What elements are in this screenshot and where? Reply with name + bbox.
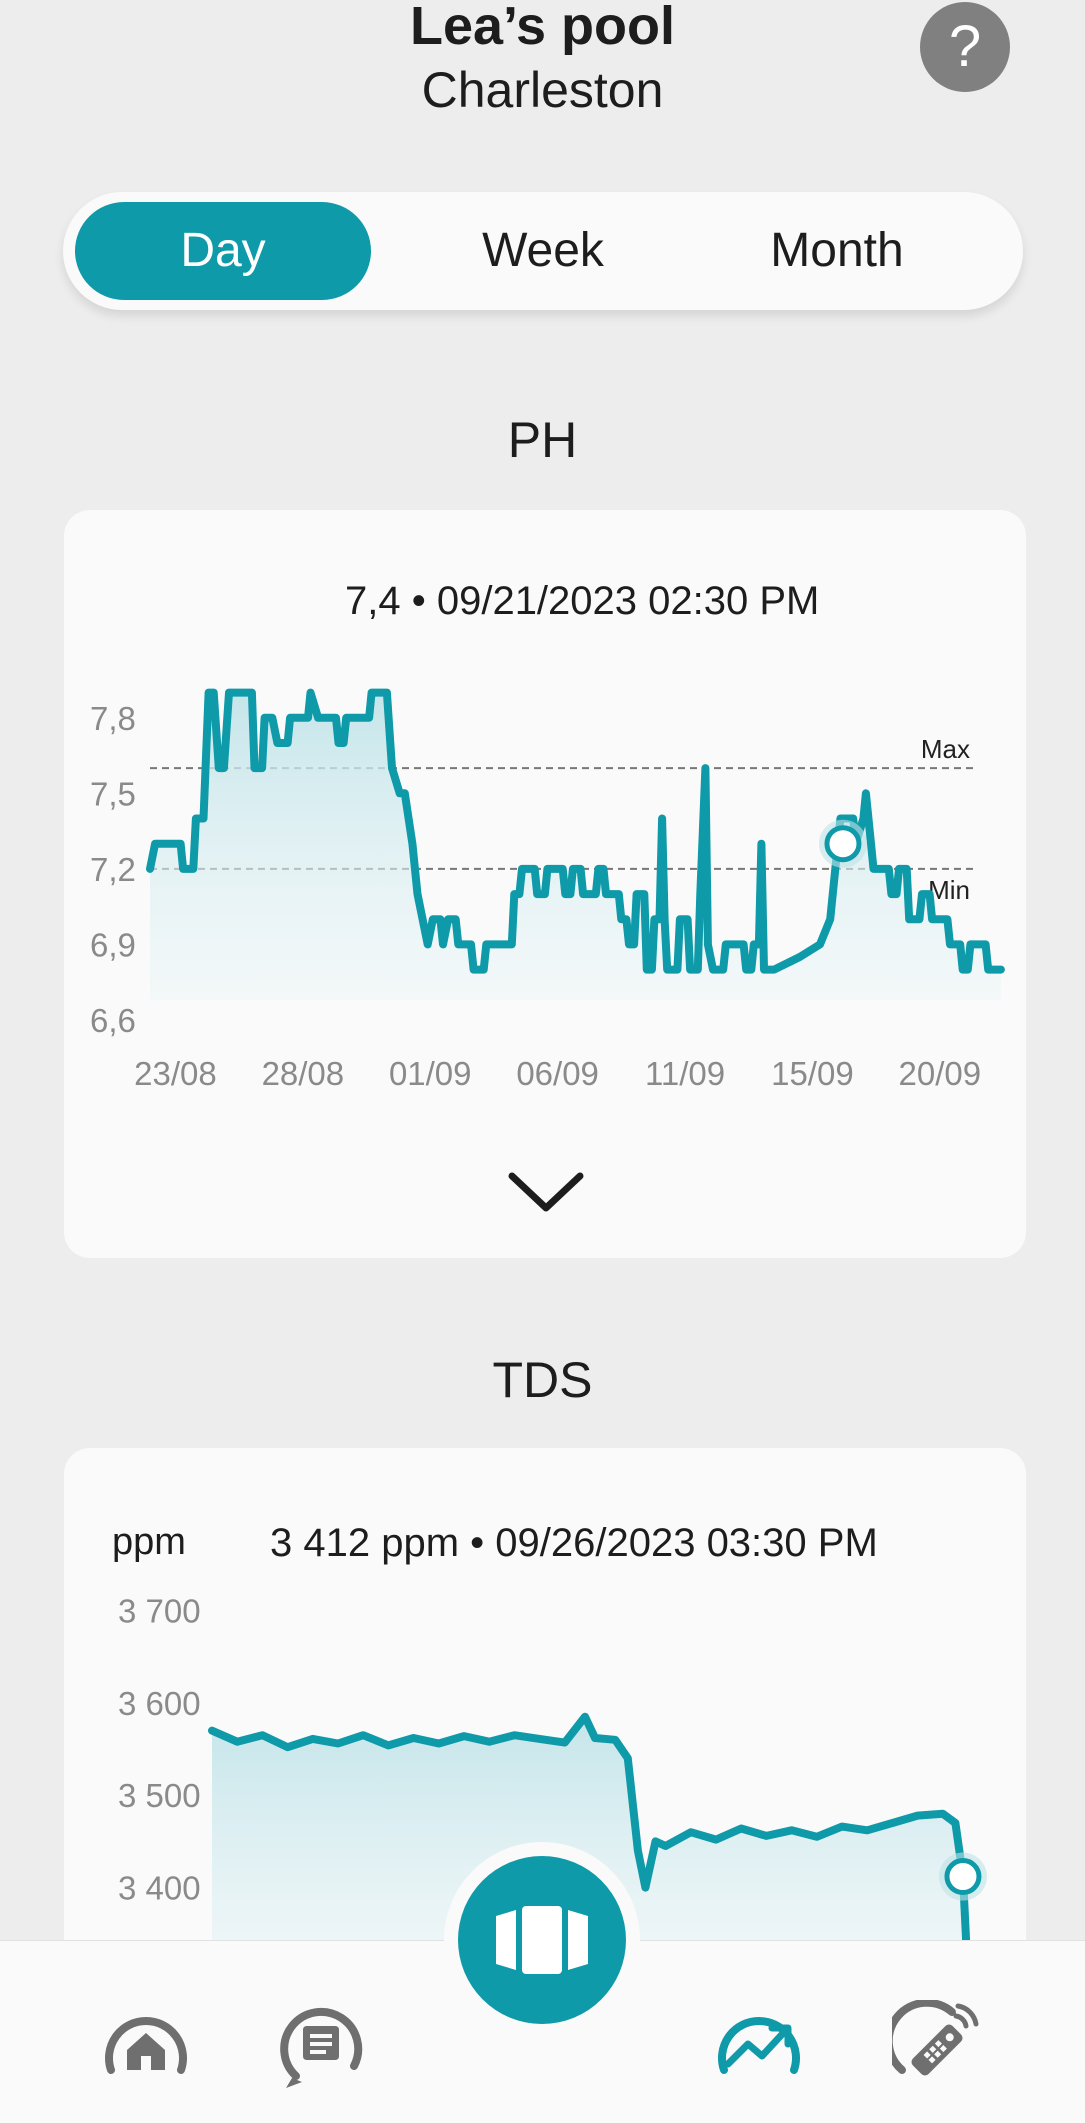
period-selector: Day Week Month [63,192,1023,310]
tab-week[interactable]: Week [482,224,604,277]
messages-icon[interactable] [276,2000,366,2090]
tds-readout: 3 412 ppm • 09/26/2023 03:30 PM [270,1521,878,1565]
ph-readout: 7,4 • 09/21/2023 02:30 PM [345,579,820,623]
tds-section-title: TDS [492,1352,593,1408]
tab-day[interactable]: Day [75,202,371,300]
pool-location: Charleston [421,62,664,118]
tab-month[interactable]: Month [770,224,904,277]
chevron-down-icon[interactable] [508,1170,584,1216]
device-icon [496,1906,588,1974]
device-button[interactable] [458,1856,626,2024]
remote-icon[interactable] [892,2000,982,2090]
analytics-icon[interactable] [714,2000,804,2090]
home-icon[interactable] [101,2000,191,2090]
help-button[interactable]: ? [920,2,1010,92]
pool-name: Lea’s pool [409,0,676,56]
header: Lea’s pool Charleston ? [0,0,1085,130]
ph-section-title: PH [507,412,578,468]
tds-unit-label: ppm [112,1521,186,1563]
